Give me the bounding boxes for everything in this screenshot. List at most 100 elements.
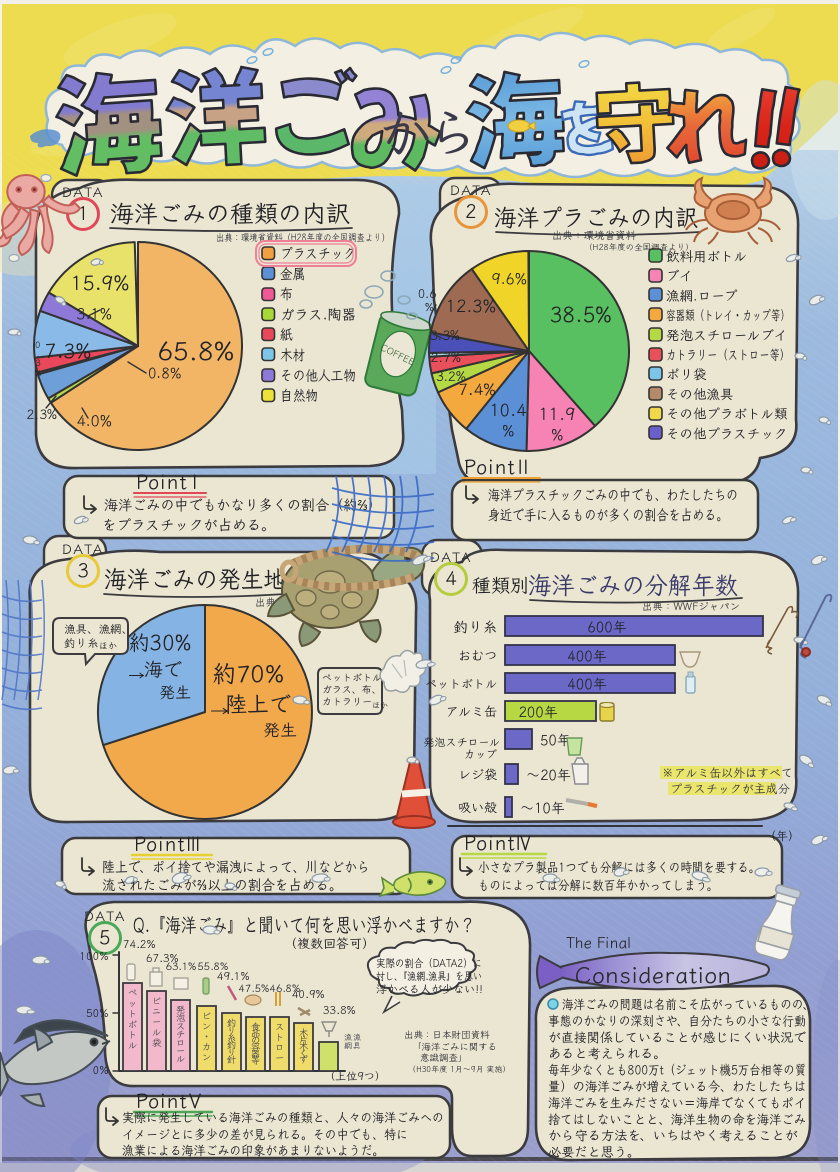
svg-text:Ⅴ: Ⅴ [185,1085,205,1114]
svg-text:漁網.ロープ: 漁網.ロープ [666,284,738,304]
svg-text:種類別: 種類別 [472,571,529,598]
svg-text:吸い殻: 吸い殻 [458,797,497,816]
svg-text:ポリ袋: ポリ袋 [666,363,707,383]
svg-text:海洋ごみの中でもかなり多くの割合（約⅔）: 海洋ごみの中でもかなり多くの割合（約⅔） [104,494,382,515]
svg-text:その他人工物: その他人工物 [280,364,356,385]
svg-text:%: % [35,368,41,379]
svg-text:出典：日本財団資料: 出典：日本財団資料 [404,1027,490,1041]
svg-text:釣り糸: 釣り糸 [64,635,99,651]
svg-text:発泡スチロール: 発泡スチロール [176,1002,186,1065]
svg-text:から守る方法を、いちはやく考えることが: から守る方法を、いちはやく考えることが [548,1125,798,1144]
svg-text:海洋プラごみの内訳: 海洋プラごみの内訳 [494,198,698,233]
svg-text:布: 布 [280,283,293,304]
svg-text:400年: 400年 [567,646,606,666]
svg-text:Ⅳ: Ⅳ [513,827,533,856]
svg-text:カトラリー（ストロー等）: カトラリー（ストロー等） [666,344,790,364]
svg-text:イメージとに多少の差が見られる。その中でも、特に: イメージとに多少の差が見られる。その中でも、特に [122,1124,408,1143]
svg-text:ストロー: ストロー [275,1019,285,1064]
svg-text:プラスチック: プラスチック [280,243,356,264]
svg-text:55.8%: 55.8% [198,959,229,974]
svg-text:海洋ごみの種類の内訳: 海洋ごみの種類の内訳 [110,194,350,229]
svg-text:対し、『漁網.漁具』を思い: 対し、『漁網.漁具』を思い [376,968,482,984]
svg-text:紙: 紙 [280,324,293,345]
svg-text:DATA: DATA [84,905,126,925]
svg-text:あると考えられる。: あると考えられる。 [548,1043,666,1062]
svg-text:（年）: （年） [764,827,800,844]
svg-text:Q.『海洋ごみ』と聞いて何を思い浮かべますか？: Q.『海洋ごみ』と聞いて何を思い浮かべますか？ [133,909,475,938]
svg-text:ガラス、布、: ガラス、布、 [322,681,382,696]
svg-text:海洋ごみの問題は名前こそ広がっているものの、: 海洋ごみの問題は名前こそ広がっているものの、 [562,994,814,1013]
svg-text:50%: 50% [86,1005,108,1021]
svg-text:飲料用ボトル: 飲料用ボトル [666,245,747,265]
svg-text:2.3%: 2.3% [27,404,58,423]
svg-text:陸上で: 陸上で [225,687,291,719]
svg-text:約30%: 約30% [129,627,192,657]
svg-text:38.5%: 38.5% [550,299,612,329]
svg-text:0%: 0% [93,1062,108,1078]
svg-text:DATA: DATA [430,546,472,566]
svg-text:ペットボトル: ペットボトル [425,675,497,692]
svg-text:発泡スチロール: 発泡スチロール [423,734,500,750]
svg-text:ものによっては分解に数百年かかってしまう。: ものによっては分解に数百年かかってしまう。 [478,874,718,894]
svg-text:「海洋ごみに関する: 「海洋ごみに関する [412,1039,497,1053]
svg-text:カトラリー: カトラリー [322,693,372,708]
svg-text:レジ袋: レジ袋 [458,764,497,783]
svg-text:陸上で、ポイ捨てや漏洩によって、川などから: 陸上で、ポイ捨てや漏洩によって、川などから [102,856,370,877]
svg-text:自然物: 自然物 [280,385,318,406]
svg-text:600年: 600年 [587,617,626,637]
svg-text:金属: 金属 [280,263,305,284]
svg-text:捨てはしないことと、海洋生物の命を海洋ごみ: 捨てはしないことと、海洋生物の命を海洋ごみ [548,1109,806,1128]
svg-text:海洋ごみの分解年数: 海洋ごみの分解年数 [528,566,738,602]
svg-text:7.4%: 7.4% [458,376,496,400]
svg-text:%: % [425,299,434,315]
svg-text:漁具、漁網、: 漁具、漁網、 [64,621,133,637]
svg-text:4: 4 [445,564,456,591]
svg-text:発生: 発生 [263,716,297,741]
svg-text:量）の海洋ごみが増えている今、わたしたちは: 量）の海洋ごみが増えている今、わたしたちは [548,1076,806,1095]
svg-text:から: から [378,89,474,168]
svg-text:釣り糸: 釣り糸 [454,616,498,637]
svg-text:33.8%: 33.8% [323,1002,355,1018]
svg-text:発生: 発生 [159,679,191,703]
svg-text:%: % [551,424,563,445]
svg-text:Ⅰ: Ⅰ [185,466,205,495]
svg-text:その他プラボトル類: その他プラボトル類 [666,403,788,423]
svg-text:が直接関係していることが感じにくい状況で: が直接関係していることが感じにくい状況で [548,1027,806,1046]
svg-text:海洋ごみを生みださない＝海岸でなくてもポイ: 海洋ごみを生みださない＝海岸でなくてもポイ [548,1092,806,1111]
svg-text:400年: 400年 [567,674,606,694]
svg-text:漁網: 漁網 [344,1032,352,1052]
svg-text:実際に発生している海洋ごみの種類と、人々の海洋ごみへの: 実際に発生している海洋ごみの種類と、人々の海洋ごみへの [122,1107,444,1126]
svg-text:その他プラスチック: その他プラスチック [666,422,787,442]
svg-text:流されたごみが⅔以上の割合を占める。: 流されたごみが⅔以上の割合を占める。 [102,874,342,895]
svg-text:DATA: DATA [62,181,104,201]
svg-text:漁具: 漁具 [353,1032,361,1052]
svg-text:カップ: カップ [464,746,497,762]
svg-text:ほか: ほか [99,639,117,652]
svg-text:必要だと思う。: 必要だと思う。 [548,1142,640,1161]
svg-text:ペットボトル: ペットボトル [128,985,138,1052]
svg-text:50年: 50年 [540,730,571,750]
svg-text:→: → [128,662,145,687]
svg-text:49.1%: 49.1% [217,968,249,984]
svg-text:46.8%: 46.8% [270,981,301,996]
svg-text:意識調査」: 意識調査」 [420,1050,468,1064]
svg-text:容器類（トレイ・カップ等）: 容器類（トレイ・カップ等） [666,304,790,324]
svg-text:発泡スチロールブイ: 発泡スチロールブイ [666,324,787,344]
svg-text:3.2%: 3.2% [436,366,467,385]
svg-text:Point: Point [134,828,186,857]
svg-text:ブイ: ブイ [666,265,692,285]
svg-text:（H28年度の全国調査より）: （H28年度の全国調査より） [584,241,694,253]
svg-text:0.6: 0.6 [418,285,437,302]
svg-text:10.4: 10.4 [490,396,527,421]
svg-text:をプラスチックが占める。: をプラスチックが占める。 [102,514,275,535]
svg-text:200年: 200年 [518,702,557,722]
svg-text:7.3%: 7.3% [45,335,92,364]
svg-text:ほか: ほか [372,700,388,711]
svg-text:Consideration: Consideration [575,956,732,990]
svg-text:木材: 木材 [280,344,305,365]
svg-text:15.9%: 15.9% [71,267,130,296]
svg-text:47.5%: 47.5% [239,981,270,996]
svg-text:4.0%: 4.0% [76,410,111,431]
svg-text:11.9: 11.9 [539,400,576,425]
svg-text:Point: Point [464,827,516,856]
